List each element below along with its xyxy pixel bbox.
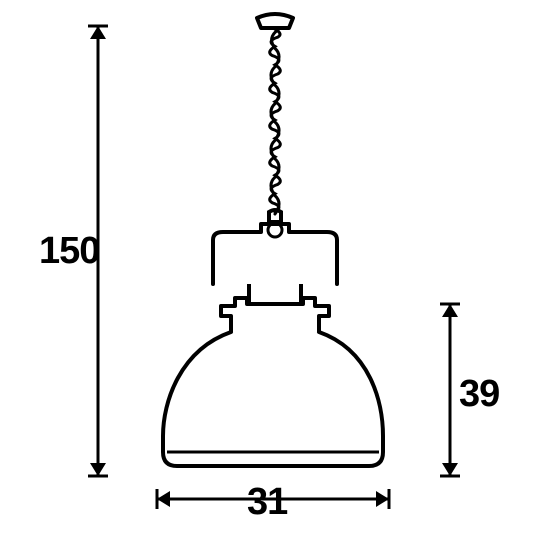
- dimension-diagram: 150 39 31: [0, 0, 550, 550]
- lamp-outline: [163, 14, 383, 466]
- diagram-svg: [0, 0, 550, 550]
- dimension-lines: [88, 26, 460, 509]
